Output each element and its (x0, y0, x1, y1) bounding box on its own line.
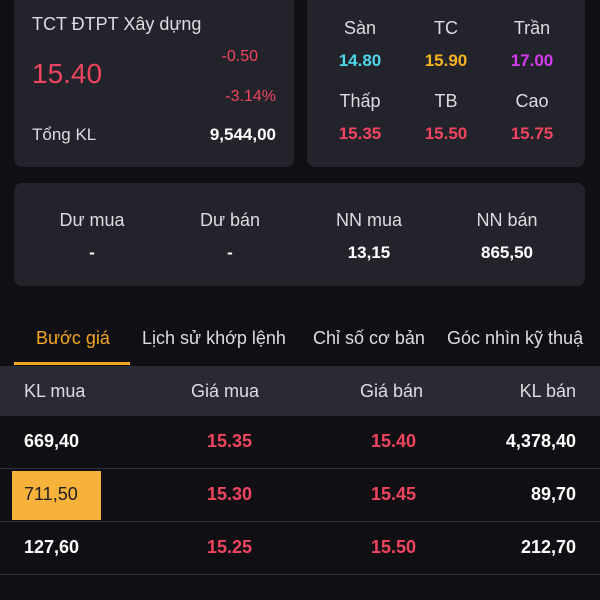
nn-buy-value: 13,15 (347, 243, 391, 262)
nn-sell-label: NN bán (476, 210, 538, 230)
tab-technical-view[interactable]: Góc nhìn kỹ thuậ (447, 328, 584, 348)
low-value: 15.35 (338, 124, 382, 143)
ask-volume: 89,70 (530, 484, 576, 504)
ref-label: TC (434, 18, 458, 38)
tab-price-steps[interactable]: Bước giá (36, 328, 110, 348)
nn-sell-value: 865,50 (481, 243, 533, 262)
ask-rest-label: Dư bán (199, 210, 261, 230)
total-volume-label: Tổng KL (32, 125, 97, 144)
stock-name: TCT ĐTPT Xây dựng (32, 14, 202, 34)
header-bid-price: Giá mua (191, 381, 260, 401)
table-row[interactable]: 669,40 15.35 15.40 4,378,40 (0, 416, 600, 469)
avg-label: TB (434, 91, 458, 111)
avg-value: 15.50 (424, 124, 468, 143)
foreign-trading-card: Dư mua Dư bán NN mua NN bán - - 13,15 86… (14, 183, 585, 286)
bid-volume: 669,40 (24, 431, 80, 451)
bid-volume: 127,60 (24, 537, 80, 557)
bid-volume: 711,50 (24, 484, 78, 504)
tab-fundamentals[interactable]: Chỉ số cơ bản (313, 328, 425, 348)
order-book-header: KL mua Giá mua Giá bán KL bán (0, 366, 600, 416)
bid-price: 15.25 (207, 537, 253, 557)
table-row[interactable]: 711,50 15.30 15.45 89,70 (0, 469, 600, 522)
volume-change-highlight (12, 471, 101, 520)
high-value: 15.75 (510, 124, 554, 143)
header-bid-volume: KL mua (24, 381, 86, 401)
header-ask-price: Giá bán (360, 381, 424, 401)
nn-buy-label: NN mua (335, 210, 402, 230)
ceiling-value: 17.00 (510, 51, 554, 70)
stock-price: 15.40 (32, 58, 103, 89)
bid-rest-label: Dư mua (59, 210, 125, 230)
table-row[interactable]: 127,60 15.25 15.50 212,70 (0, 522, 600, 575)
total-volume-value: 9,544,00 (209, 125, 276, 144)
bid-price: 15.35 (207, 431, 253, 451)
ask-volume: 4,378,40 (505, 431, 576, 451)
ask-rest-value: - (227, 243, 233, 262)
ceiling-label: Trần (513, 18, 551, 38)
active-tab-indicator (14, 362, 130, 365)
low-label: Thấp (339, 91, 381, 111)
floor-value: 14.80 (338, 51, 382, 70)
ask-price: 15.45 (371, 484, 417, 504)
bid-price: 15.30 (207, 484, 253, 504)
price-reference-card: Sàn TC Trần 14.80 15.90 17.00 Thấp TB Ca… (307, 0, 585, 167)
ask-volume: 212,70 (520, 537, 576, 557)
stock-change-percent: -3.14% (225, 88, 276, 105)
tab-match-history[interactable]: Lịch sử khớp lệnh (142, 328, 286, 348)
floor-label: Sàn (343, 18, 377, 38)
ref-value: 15.90 (424, 51, 468, 70)
high-label: Cao (515, 91, 549, 111)
ask-price: 15.40 (371, 431, 417, 451)
ask-price: 15.50 (371, 537, 417, 557)
tab-bar: Bước giá Lịch sử khớp lệnh Chỉ số cơ bản… (0, 318, 600, 366)
header-ask-volume: KL bán (519, 381, 576, 401)
bid-rest-value: - (89, 243, 95, 262)
stock-change: -0.50 (221, 48, 258, 65)
stock-summary-card: TCT ĐTPT Xây dựng 15.40 -0.50 -3.14% Tổn… (14, 0, 294, 167)
